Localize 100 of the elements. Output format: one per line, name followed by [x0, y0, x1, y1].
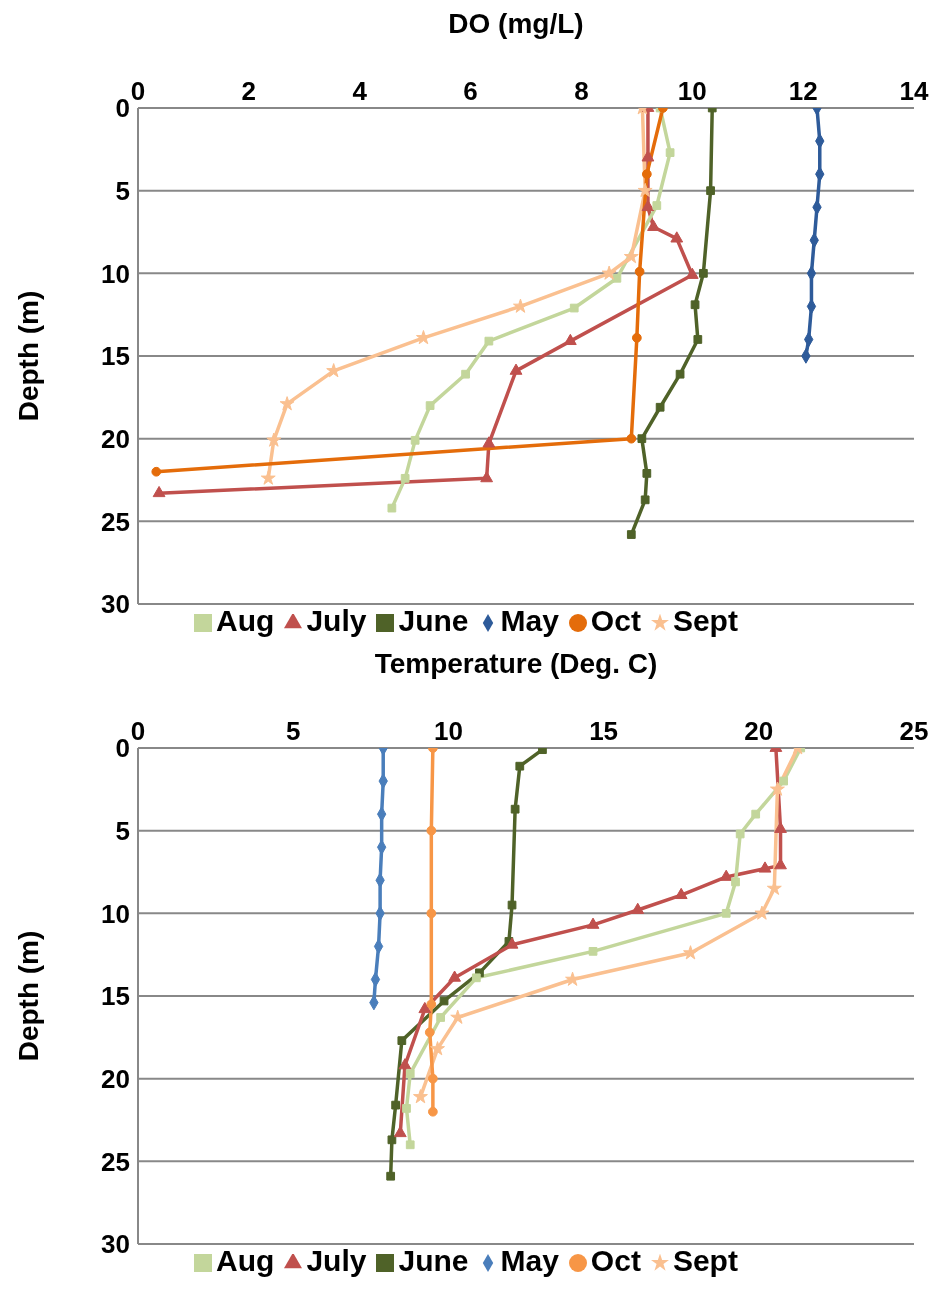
legend-label: July: [306, 604, 367, 637]
point: [690, 300, 700, 310]
point: [565, 971, 581, 986]
point: [735, 829, 745, 839]
point: [642, 469, 652, 478]
legend-label: July: [306, 1244, 367, 1277]
point: [436, 1013, 446, 1022]
y-tick-label: 25: [101, 1146, 130, 1177]
point: [391, 1100, 400, 1110]
point: [400, 473, 410, 483]
point: [386, 1171, 396, 1181]
point: [693, 335, 703, 344]
y-tick-label: 30: [101, 1229, 130, 1260]
point: [425, 401, 435, 410]
legend-label: Oct: [590, 1244, 641, 1277]
point: [509, 363, 523, 375]
point: [637, 182, 653, 198]
point: [151, 466, 162, 477]
point: [398, 1058, 412, 1070]
point: [387, 503, 397, 513]
point: [631, 332, 642, 343]
point: [626, 433, 637, 444]
point: [484, 336, 494, 346]
point: [665, 148, 675, 158]
point: [424, 1027, 435, 1038]
point: [428, 1073, 438, 1084]
legend-label: Aug: [216, 604, 275, 637]
point: [428, 1106, 438, 1117]
x-axis-title: Temperature (Deg. C): [373, 648, 659, 681]
x-tick-label: 2: [241, 76, 257, 106]
legend-label: Oct: [590, 604, 641, 637]
point: [719, 869, 733, 881]
point: [505, 937, 519, 949]
x-tick-label: 12: [788, 76, 818, 106]
point: [655, 402, 665, 412]
x-tick-label: 14: [899, 76, 929, 106]
x-tick-label: 10: [677, 76, 707, 106]
x-tick-label: 6: [463, 76, 478, 106]
point: [586, 917, 600, 929]
point: [640, 495, 650, 505]
legend-label: Sept: [672, 604, 738, 637]
x-tick-label: 25: [899, 716, 929, 746]
point: [670, 231, 684, 243]
point: [706, 186, 715, 196]
x-tick-label: 5: [285, 716, 301, 746]
point: [641, 150, 655, 162]
point: [471, 973, 481, 983]
point: [507, 900, 517, 910]
point: [410, 435, 420, 445]
point: [612, 273, 622, 283]
point: [634, 266, 645, 277]
legend-label: May: [500, 604, 559, 637]
point: [641, 199, 655, 212]
point: [631, 902, 645, 914]
y-axis-title: Depth (m): [12, 290, 44, 422]
point: [482, 436, 496, 448]
point: [448, 970, 461, 982]
y-tick-label: 15: [101, 341, 130, 372]
point: [430, 1041, 445, 1056]
point: [413, 1089, 428, 1104]
y-tick-label: 5: [115, 175, 130, 206]
point: [699, 268, 708, 278]
point: [626, 530, 636, 539]
point: [439, 996, 449, 1006]
y-tick-label: 10: [101, 258, 130, 289]
point: [674, 887, 688, 900]
point: [515, 761, 525, 771]
point: [416, 330, 431, 345]
point: [266, 432, 282, 447]
point: [426, 999, 437, 1010]
point: [405, 1069, 415, 1079]
point: [405, 1140, 415, 1150]
y-tick-label: 30: [101, 589, 130, 620]
point: [569, 303, 579, 313]
y-tick-label: 25: [101, 506, 130, 537]
x-tick-label: 15: [589, 716, 619, 746]
point: [601, 265, 617, 280]
point: [769, 781, 785, 796]
point: [675, 369, 685, 379]
point: [641, 169, 652, 179]
point: [461, 369, 470, 379]
x-tick-label: 8: [574, 76, 589, 106]
point: [260, 470, 276, 485]
legend-label: June: [398, 1244, 469, 1277]
x-tick-label: 4: [352, 76, 368, 106]
x-tick-label: 10: [433, 716, 463, 746]
point: [623, 248, 639, 264]
y-tick-label: 5: [115, 815, 130, 846]
point: [647, 219, 660, 231]
point: [426, 825, 437, 836]
y-tick-label: 20: [101, 1063, 130, 1094]
y-axis-title: Depth (m): [12, 930, 44, 1062]
point: [685, 267, 699, 279]
point: [683, 945, 698, 960]
y-tick-label: 10: [101, 898, 130, 929]
point: [563, 333, 577, 346]
point: [279, 396, 295, 411]
point: [426, 908, 437, 919]
point: [588, 946, 598, 956]
x-tick-label: 20: [744, 716, 774, 746]
